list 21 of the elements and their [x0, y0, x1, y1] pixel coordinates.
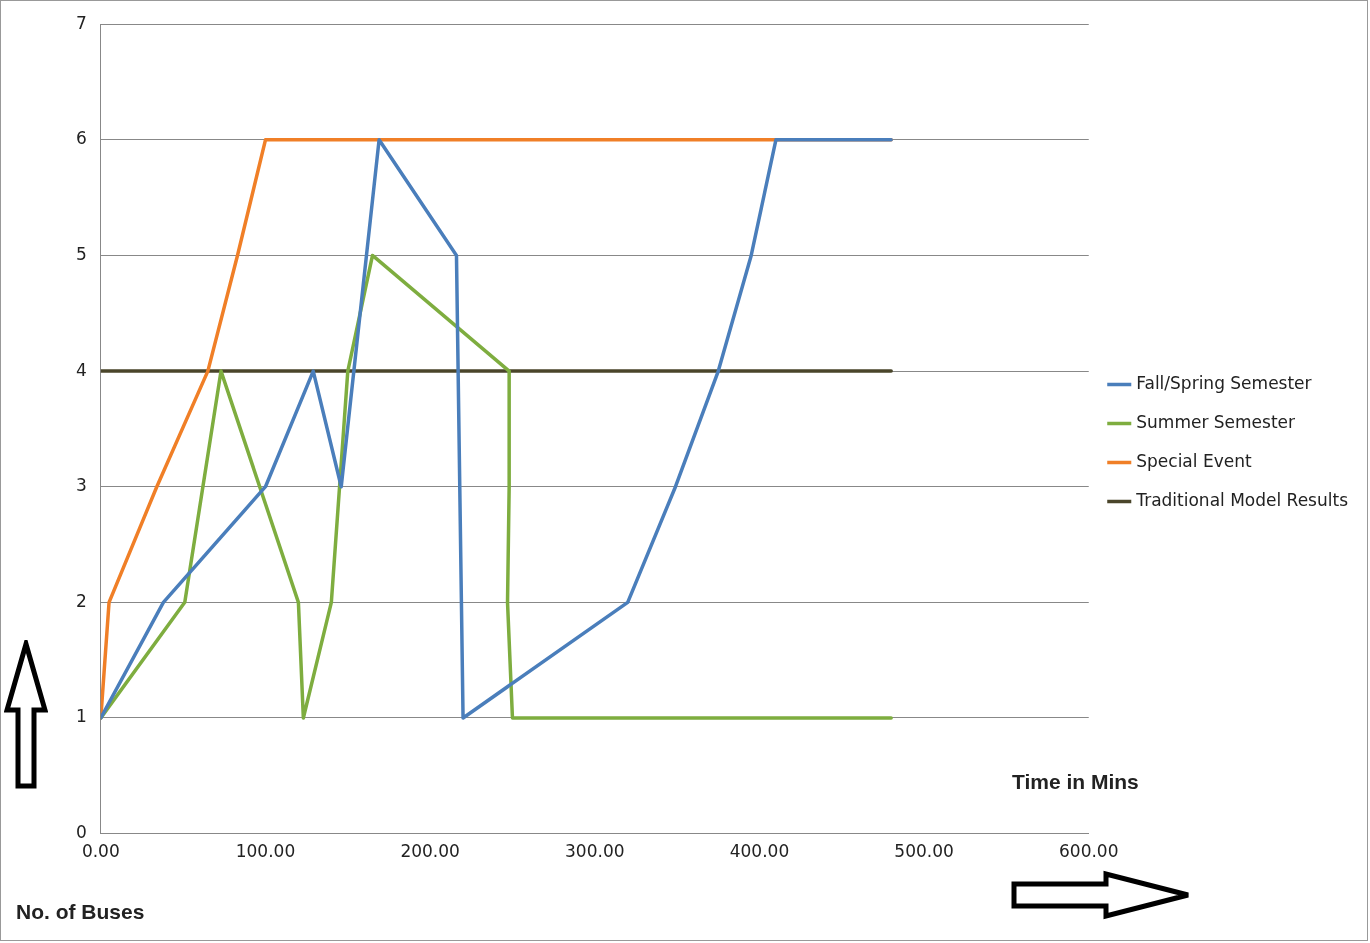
legend-label: Fall/Spring Semester	[1136, 372, 1312, 393]
x-tick-label: 0.00	[81, 841, 120, 862]
legend-label: Traditional Model Results	[1135, 489, 1349, 510]
legend-label: Summer Semester	[1136, 411, 1296, 432]
y-tick-label: 4	[75, 359, 87, 380]
y-tick-label: 2	[75, 590, 87, 611]
x-tick-label: 500.00	[894, 841, 954, 862]
x-tick-label: 300.00	[565, 841, 625, 862]
y-tick-label: 5	[75, 243, 87, 264]
y-tick-label: 7	[75, 12, 87, 33]
y-axis-title: No. of Buses	[16, 900, 145, 924]
y-tick-label: 3	[75, 475, 87, 496]
x-tick-label: 600.00	[1059, 841, 1119, 862]
x-axis-title: Time in Mins	[1012, 770, 1139, 794]
legend-label: Special Event	[1136, 450, 1252, 471]
y-tick-label: 0	[75, 822, 87, 843]
y-tick-label: 1	[75, 706, 87, 727]
x-tick-label: 100.00	[235, 841, 296, 862]
x-tick-label: 400.00	[729, 841, 790, 862]
x-tick-label: 200.00	[400, 841, 460, 862]
y-tick-label: 6	[75, 128, 87, 149]
